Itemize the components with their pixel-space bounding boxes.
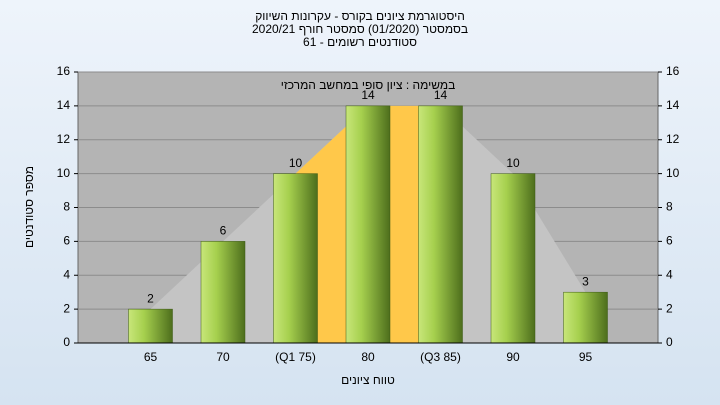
bar bbox=[200, 241, 246, 344]
bar bbox=[418, 105, 463, 344]
x-tick-label: (Q1 75) bbox=[275, 350, 316, 364]
y-tick-label: 2 bbox=[63, 301, 70, 315]
y-tick-label: 8 bbox=[63, 200, 70, 214]
x-tick-label: (Q3 85) bbox=[420, 350, 461, 364]
y-tick-label: 16 bbox=[57, 64, 71, 78]
bar bbox=[563, 291, 608, 344]
y2-tick-label: 0 bbox=[666, 335, 673, 349]
y-tick-label: 6 bbox=[63, 234, 70, 248]
value-label: 3 bbox=[582, 274, 589, 288]
y-axis-label: מספר סטודנטים bbox=[22, 166, 36, 248]
y2-tick-label: 12 bbox=[666, 132, 680, 146]
plot: 0 2 4 6 8 10 12 14 16 0 2 4 6 8 10 12 14 16 2 65 6 70 10 (Q1 75… bbox=[57, 64, 680, 364]
value-label: 14 bbox=[434, 88, 448, 102]
y-tick-label: 4 bbox=[63, 267, 70, 281]
x-tick-label: 95 bbox=[579, 350, 593, 364]
value-label: 10 bbox=[289, 156, 303, 170]
y2-tick-label: 8 bbox=[666, 200, 673, 214]
chart-subtitle: סטודנטים רשומים - 61 bbox=[303, 35, 417, 49]
annotation: במשימה : ציון סופי במחשב המרכזי bbox=[281, 78, 456, 92]
y-tick-label: 12 bbox=[57, 132, 71, 146]
y2-tick-label: 14 bbox=[666, 98, 680, 112]
y-tick-label: 10 bbox=[57, 166, 71, 180]
x-tick-label: 90 bbox=[506, 350, 520, 364]
y-tick-label: 14 bbox=[57, 98, 71, 112]
value-label: 14 bbox=[361, 88, 375, 102]
bar bbox=[345, 105, 391, 344]
y2-tick-label: 6 bbox=[666, 234, 673, 248]
x-axis-label: טווח ציונים bbox=[341, 373, 395, 387]
value-label: 10 bbox=[506, 156, 520, 170]
value-label: 6 bbox=[220, 224, 227, 238]
x-tick-label: 65 bbox=[144, 350, 158, 364]
value-label: 2 bbox=[147, 291, 154, 305]
x-tick-label: 70 bbox=[216, 350, 230, 364]
bar bbox=[490, 173, 536, 344]
chart-title: היסטוגרמת ציונים בקורס - עקרונות השיווק bbox=[255, 9, 465, 23]
y-tick-label: 0 bbox=[63, 335, 70, 349]
bar bbox=[128, 308, 173, 344]
y2-tick-label: 16 bbox=[666, 64, 680, 78]
y2-tick-label: 4 bbox=[666, 267, 673, 281]
x-tick-label: 80 bbox=[361, 350, 375, 364]
bar bbox=[273, 173, 318, 344]
y2-tick-label: 10 bbox=[666, 166, 680, 180]
y2-tick-label: 2 bbox=[666, 301, 673, 315]
chart-subtitle: בסמסטר (01/2020) סמסטר חורף 2020/21 bbox=[252, 22, 468, 36]
